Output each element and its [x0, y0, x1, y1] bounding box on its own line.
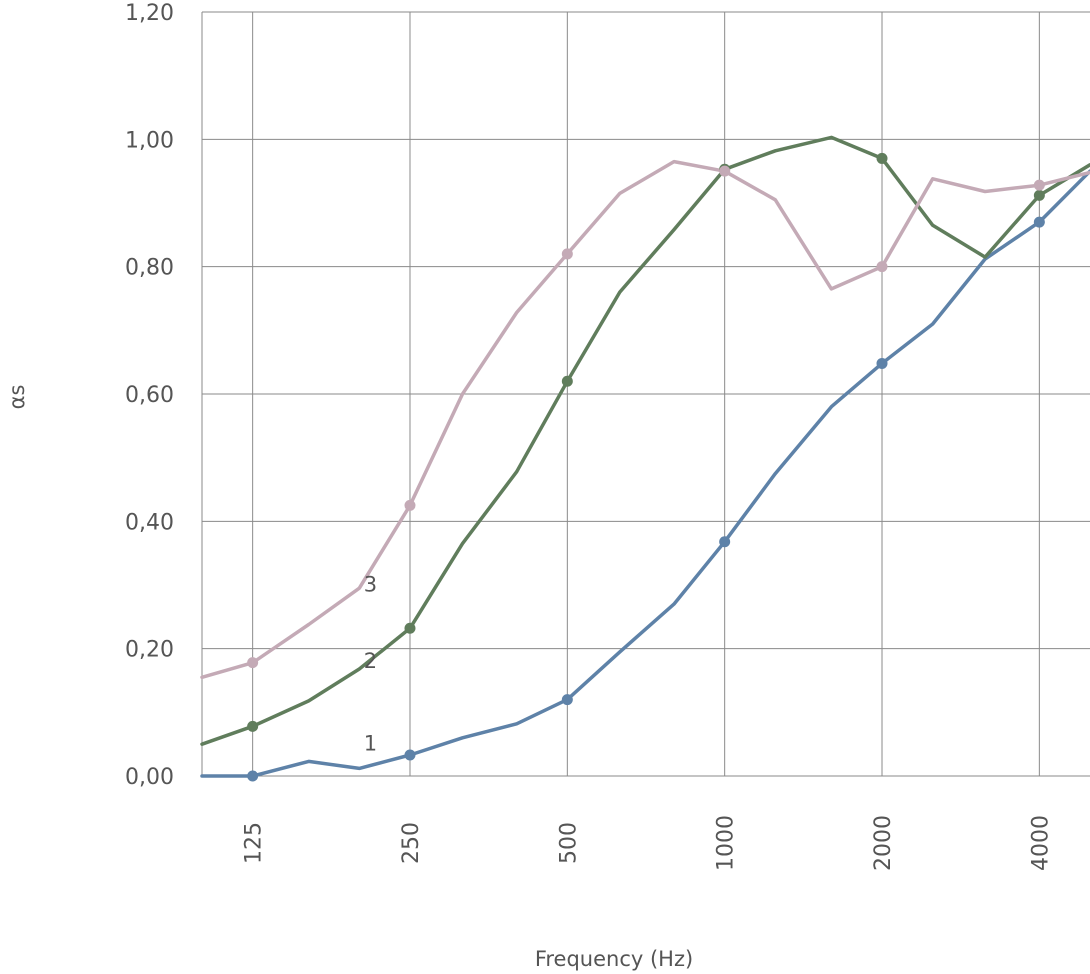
series-point-3	[561, 248, 573, 260]
series-point-3	[719, 165, 731, 177]
series-point-2	[1033, 189, 1045, 201]
series-line-2	[200, 135, 1090, 746]
series-label-2: 2	[364, 649, 377, 673]
series-point-1	[561, 694, 573, 706]
y-tick-label: 0,60	[125, 383, 174, 408]
series-point-2	[561, 375, 573, 387]
series-point-3	[876, 261, 888, 273]
series-markers	[247, 152, 1045, 782]
y-tick-label: 1,20	[125, 1, 174, 26]
series-label-1: 1	[364, 732, 377, 756]
series-point-3	[1033, 179, 1045, 191]
series-point-1	[1033, 216, 1045, 228]
x-tick-label: 4000	[1028, 815, 1053, 871]
y-tick-label: 1,00	[125, 128, 174, 153]
series-point-1	[719, 536, 731, 548]
series-point-1	[404, 749, 416, 761]
x-tick-label: 2000	[871, 815, 896, 871]
y-axis-ticks: 0,00 0,20 0,40 0,60 0,80 1,00 1,20	[125, 1, 174, 790]
y-tick-label: 0,40	[125, 510, 174, 535]
series-point-2	[247, 720, 259, 732]
x-axis-ticks: 125 250 500 1000 2000 4000	[242, 815, 1054, 871]
series-point-3	[247, 657, 259, 669]
series-point-2	[404, 622, 416, 634]
series-labels: 1 2 3	[364, 572, 377, 755]
series-point-1	[247, 770, 259, 782]
y-axis-label: αs	[5, 385, 29, 410]
series-line-3	[200, 159, 1090, 680]
series-point-1	[876, 357, 888, 369]
series-point-3	[404, 499, 416, 511]
y-tick-label: 0,80	[125, 256, 174, 281]
series-point-2	[876, 152, 888, 164]
series-lines	[200, 135, 1090, 778]
series-label-3: 3	[364, 572, 377, 596]
x-tick-label: 125	[242, 822, 267, 864]
series-line-1	[200, 169, 1090, 778]
x-tick-label: 1000	[714, 815, 739, 871]
x-tick-label: 500	[556, 822, 581, 864]
x-axis-label: Frequency (Hz)	[535, 947, 693, 971]
y-tick-label: 0,20	[125, 638, 174, 663]
y-tick-label: 0,00	[125, 765, 174, 790]
x-tick-label: 250	[399, 822, 424, 864]
grid	[201, 11, 1090, 777]
